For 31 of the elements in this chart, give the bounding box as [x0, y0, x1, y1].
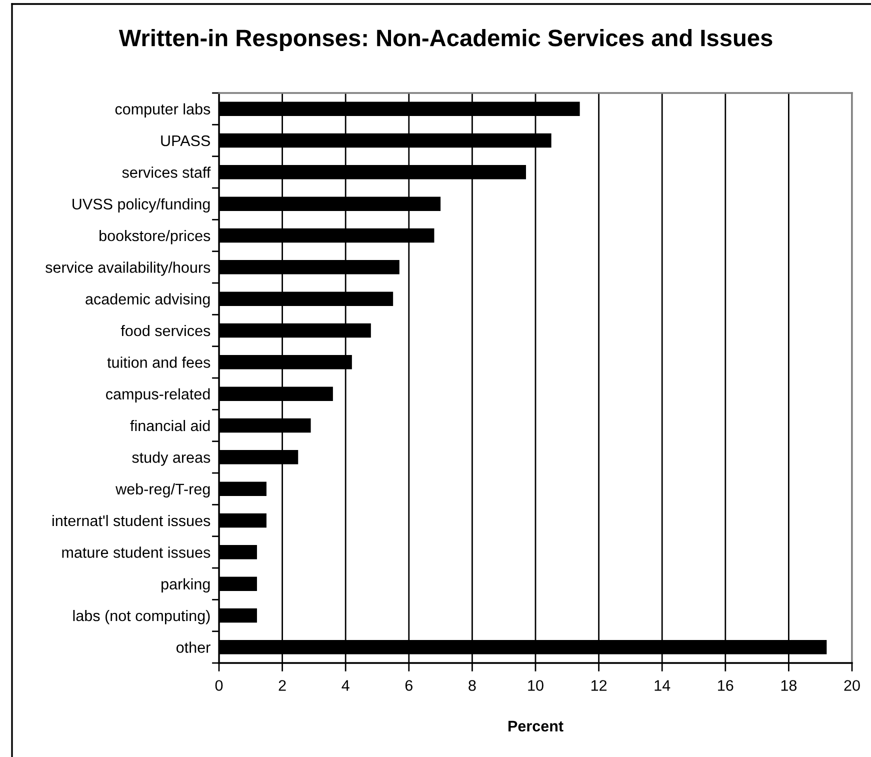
x-tick-label: 16: [718, 680, 734, 691]
y-tick-label: bookstore/prices: [100, 230, 210, 244]
x-tick-label: 10: [528, 680, 544, 691]
x-tick-label: 4: [342, 680, 350, 691]
y-tick-label: study areas: [132, 452, 210, 466]
y-tick-label: services staff: [122, 166, 211, 178]
y-tick-label: parking: [162, 578, 210, 593]
y-tick-label: web-reg/T-reg: [116, 483, 210, 498]
y-tick-label: labs (not computing): [73, 610, 210, 624]
y-tick-label: computer labs: [115, 103, 210, 118]
x-tick-label: 6: [405, 680, 412, 691]
y-tick-label: tuition and fees: [107, 356, 210, 368]
x-tick-label: 14: [654, 680, 670, 691]
y-tick-label: internat'l student issues: [52, 514, 210, 526]
x-tick-label: 2: [278, 680, 286, 691]
y-tick-label: UVSS policy/funding: [72, 198, 210, 213]
y-tick-label: service availability/hours: [46, 262, 210, 276]
y-tick-label: financial aid: [130, 420, 210, 432]
x-tick-label: 0: [215, 680, 223, 691]
y-tick-label: UPASS: [161, 135, 210, 146]
y-tick-label: other: [176, 642, 210, 653]
chart-title: Written-in Responses: Non-Academic Services and Issues: [118, 28, 772, 52]
x-tick-label: 18: [781, 680, 797, 691]
x-tick-label: 8: [468, 680, 476, 691]
x-axis-title: Percent: [508, 720, 564, 732]
y-tick-label: mature student issues: [62, 546, 210, 558]
x-tick-label: 20: [844, 680, 860, 691]
y-tick-label: food services: [120, 324, 210, 336]
y-tick-label: academic advising: [86, 293, 210, 308]
y-tick-label: campus-related: [106, 388, 210, 403]
x-tick-label: 12: [591, 680, 607, 691]
